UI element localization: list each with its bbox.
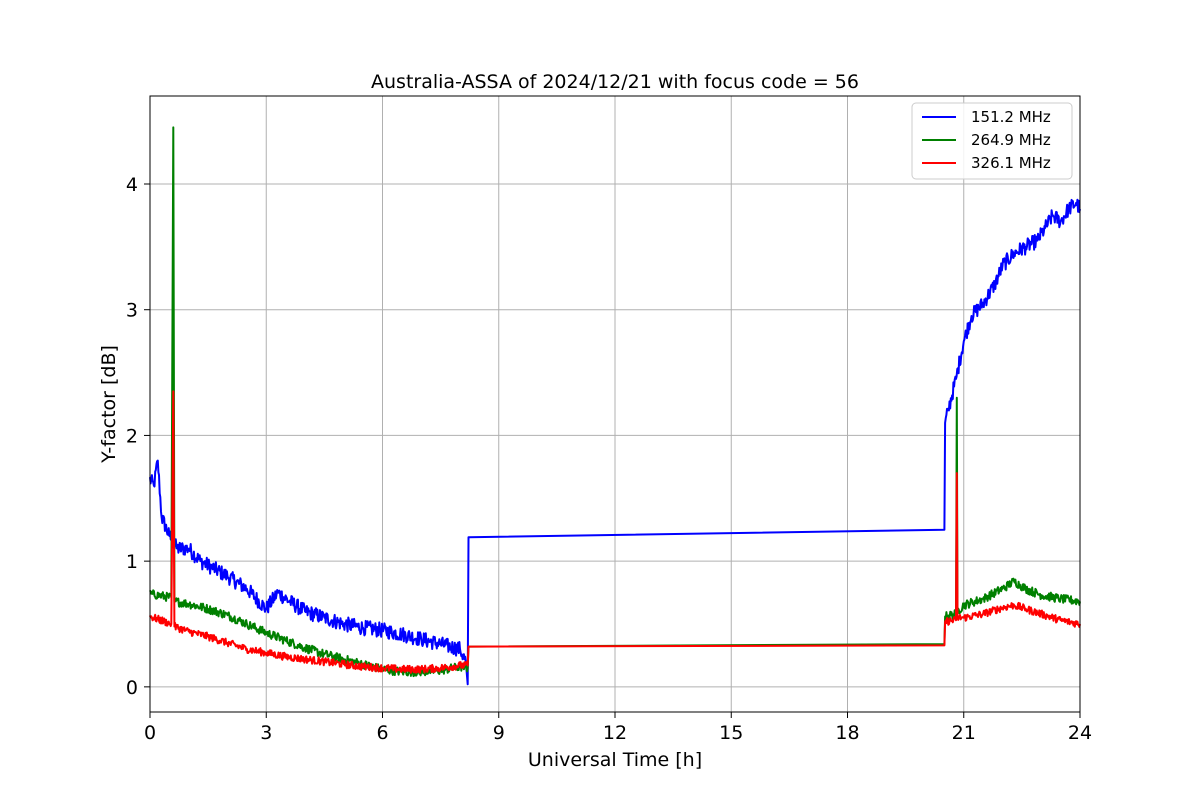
series-layer	[149, 126, 1081, 686]
grid	[149, 96, 1081, 712]
series-line-2	[149, 390, 1081, 674]
x-tick-label: 3	[260, 722, 272, 744]
legend-label-151: 151.2 MHz	[971, 108, 1051, 126]
x-axis: 0 3 6 9 12 15 18 21 24	[144, 712, 1092, 744]
y-tick-label: 1	[126, 551, 138, 573]
chart-title: Australia-ASSA of 2024/12/21 with focus …	[371, 71, 859, 93]
x-axis-label: Universal Time [h]	[528, 749, 702, 771]
legend-label-264: 264.9 MHz	[971, 131, 1051, 149]
legend-label-326: 326.1 MHz	[971, 154, 1051, 172]
y-tick-label: 2	[126, 425, 138, 447]
x-tick-label: 6	[376, 722, 388, 744]
legend-box	[911, 102, 1073, 180]
x-tick-label: 15	[719, 722, 743, 744]
x-tick-label: 9	[493, 722, 505, 744]
x-tick-label: 24	[1068, 722, 1092, 744]
y-axis: 0 1 2 3 4	[126, 174, 150, 699]
x-tick-label: 18	[835, 722, 859, 744]
y-tick-label: 3	[126, 300, 138, 322]
legend: 151.2 MHz 264.9 MHz 326.1 MHz	[911, 102, 1073, 180]
x-tick-label: 0	[144, 722, 156, 744]
x-tick-label: 12	[603, 722, 627, 744]
x-tick-label: 21	[952, 722, 976, 744]
series-line-0	[149, 198, 1081, 686]
y-tick-label: 0	[126, 677, 138, 699]
y-tick-label: 4	[126, 174, 138, 196]
y-axis-label: Y-factor [dB]	[98, 345, 120, 464]
